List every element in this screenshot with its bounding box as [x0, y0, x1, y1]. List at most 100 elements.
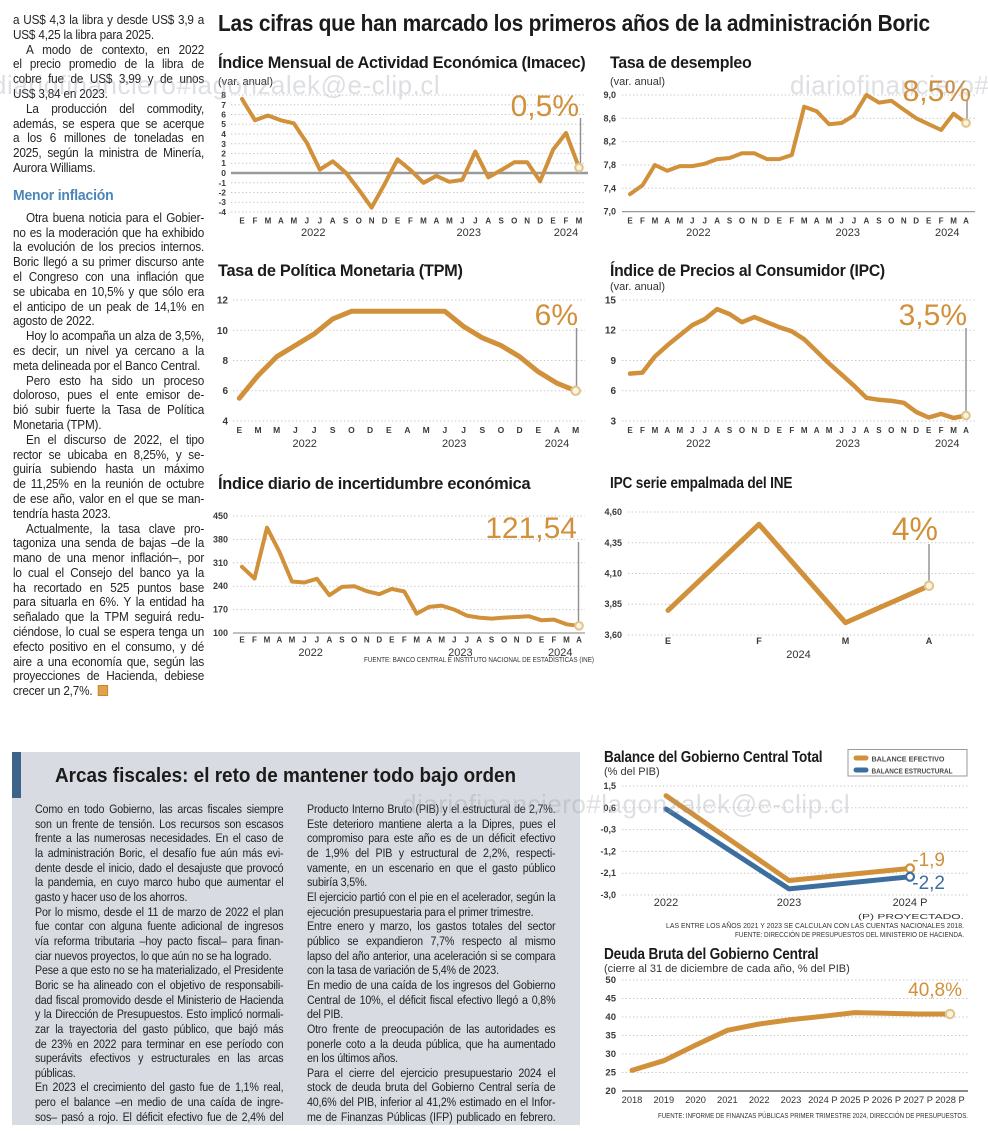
svg-text:50: 50	[605, 975, 616, 986]
svg-text:2023: 2023	[457, 227, 481, 239]
svg-text:-2,2: -2,2	[912, 873, 945, 894]
svg-text:M: M	[801, 217, 808, 226]
svg-text:E: E	[627, 217, 633, 226]
svg-text:2023: 2023	[781, 1095, 802, 1105]
svg-text:6: 6	[222, 386, 228, 397]
svg-text:LAS ENTRE LOS AÑOS 2021 Y 2023: LAS ENTRE LOS AÑOS 2021 Y 2023 SE CALCUL…	[666, 921, 964, 930]
svg-text:D: D	[517, 425, 523, 435]
svg-text:O: O	[498, 425, 505, 435]
svg-text:(P) PROYECTADO.: (P) PROYECTADO.	[858, 914, 964, 921]
svg-text:A: A	[963, 217, 969, 226]
svg-text:3: 3	[221, 139, 226, 149]
svg-text:F: F	[939, 217, 944, 226]
svg-text:N: N	[369, 217, 375, 226]
svg-text:2027 P: 2027 P	[903, 1095, 932, 1105]
svg-text:J: J	[312, 425, 317, 435]
svg-text:-3,0: -3,0	[600, 890, 616, 900]
svg-text:2024: 2024	[548, 647, 572, 659]
svg-text:E: E	[389, 636, 395, 645]
svg-text:N: N	[901, 426, 907, 435]
svg-text:A: A	[426, 636, 432, 645]
svg-text:3,60: 3,60	[604, 630, 622, 640]
svg-text:2020: 2020	[685, 1095, 706, 1105]
svg-text:O: O	[511, 217, 517, 226]
svg-text:F: F	[252, 636, 257, 645]
svg-text:-2,1: -2,1	[600, 868, 616, 878]
svg-text:S: S	[876, 217, 882, 226]
svg-text:2022: 2022	[749, 1095, 770, 1105]
svg-text:2023: 2023	[448, 647, 472, 659]
svg-text:M: M	[413, 636, 420, 645]
svg-text:M: M	[563, 636, 570, 645]
svg-text:A: A	[476, 636, 482, 645]
svg-text:F: F	[402, 636, 407, 645]
svg-text:2024: 2024	[554, 227, 578, 239]
svg-text:J: J	[318, 217, 322, 226]
svg-text:J: J	[839, 217, 843, 226]
svg-text:J: J	[473, 217, 477, 226]
svg-text:2022: 2022	[298, 647, 322, 659]
svg-text:E: E	[239, 636, 245, 645]
svg-text:0,6: 0,6	[603, 803, 616, 813]
svg-text:2022: 2022	[654, 897, 678, 909]
svg-text:3: 3	[610, 417, 616, 428]
svg-text:S: S	[339, 636, 345, 645]
svg-text:45: 45	[605, 994, 616, 1005]
svg-text:J: J	[690, 217, 694, 226]
svg-text:-1,2: -1,2	[600, 846, 616, 856]
svg-text:S: S	[479, 425, 485, 435]
svg-text:1,5: 1,5	[603, 781, 616, 791]
svg-text:E: E	[239, 217, 245, 226]
svg-text:8,5%: 8,5%	[903, 75, 971, 108]
svg-text:F: F	[552, 636, 557, 645]
svg-text:D: D	[764, 426, 770, 435]
svg-text:N: N	[514, 636, 520, 645]
svg-text:-2: -2	[218, 188, 226, 198]
svg-text:E: E	[236, 425, 242, 435]
svg-text:J: J	[461, 425, 466, 435]
svg-text:A: A	[664, 426, 670, 435]
svg-text:4,35: 4,35	[604, 538, 622, 548]
svg-text:J: J	[839, 426, 843, 435]
svg-text:S: S	[343, 217, 349, 226]
svg-text:9: 9	[610, 356, 616, 367]
svg-text:M: M	[826, 426, 833, 435]
svg-text:F: F	[564, 217, 569, 226]
svg-text:2024: 2024	[545, 438, 569, 450]
svg-text:6: 6	[610, 386, 616, 397]
svg-text:S: S	[330, 425, 336, 435]
svg-text:O: O	[501, 636, 507, 645]
svg-text:3,5%: 3,5%	[899, 299, 967, 332]
svg-text:E: E	[550, 217, 556, 226]
svg-text:J: J	[293, 425, 298, 435]
svg-text:7,4: 7,4	[603, 183, 616, 193]
svg-text:4%: 4%	[892, 511, 938, 547]
svg-text:2028 P: 2028 P	[935, 1095, 964, 1105]
svg-text:-1,9: -1,9	[912, 850, 945, 871]
svg-text:E: E	[395, 217, 401, 226]
svg-text:F: F	[640, 426, 645, 435]
svg-text:240: 240	[213, 581, 228, 591]
svg-text:M: M	[289, 636, 296, 645]
svg-text:E: E	[665, 636, 671, 646]
svg-text:A: A	[554, 425, 560, 435]
svg-text:J: J	[690, 426, 694, 435]
svg-text:D: D	[376, 636, 382, 645]
svg-text:J: J	[443, 425, 448, 435]
svg-text:2025 P: 2025 P	[840, 1095, 869, 1105]
svg-text:E: E	[627, 426, 633, 435]
svg-text:BALANCE EFECTIVO: BALANCE EFECTIVO	[872, 755, 945, 764]
svg-text:F: F	[408, 217, 413, 226]
svg-text:4: 4	[221, 129, 226, 139]
svg-text:12: 12	[217, 296, 229, 307]
svg-text:A: A	[277, 636, 283, 645]
svg-text:10: 10	[217, 326, 229, 337]
svg-text:M: M	[801, 426, 808, 435]
svg-text:5: 5	[221, 119, 226, 129]
svg-text:30: 30	[605, 1049, 616, 1060]
svg-text:O: O	[351, 636, 357, 645]
svg-text:4: 4	[222, 417, 228, 428]
svg-text:J: J	[464, 636, 468, 645]
svg-text:2024: 2024	[935, 227, 959, 239]
svg-text:6: 6	[221, 110, 226, 120]
